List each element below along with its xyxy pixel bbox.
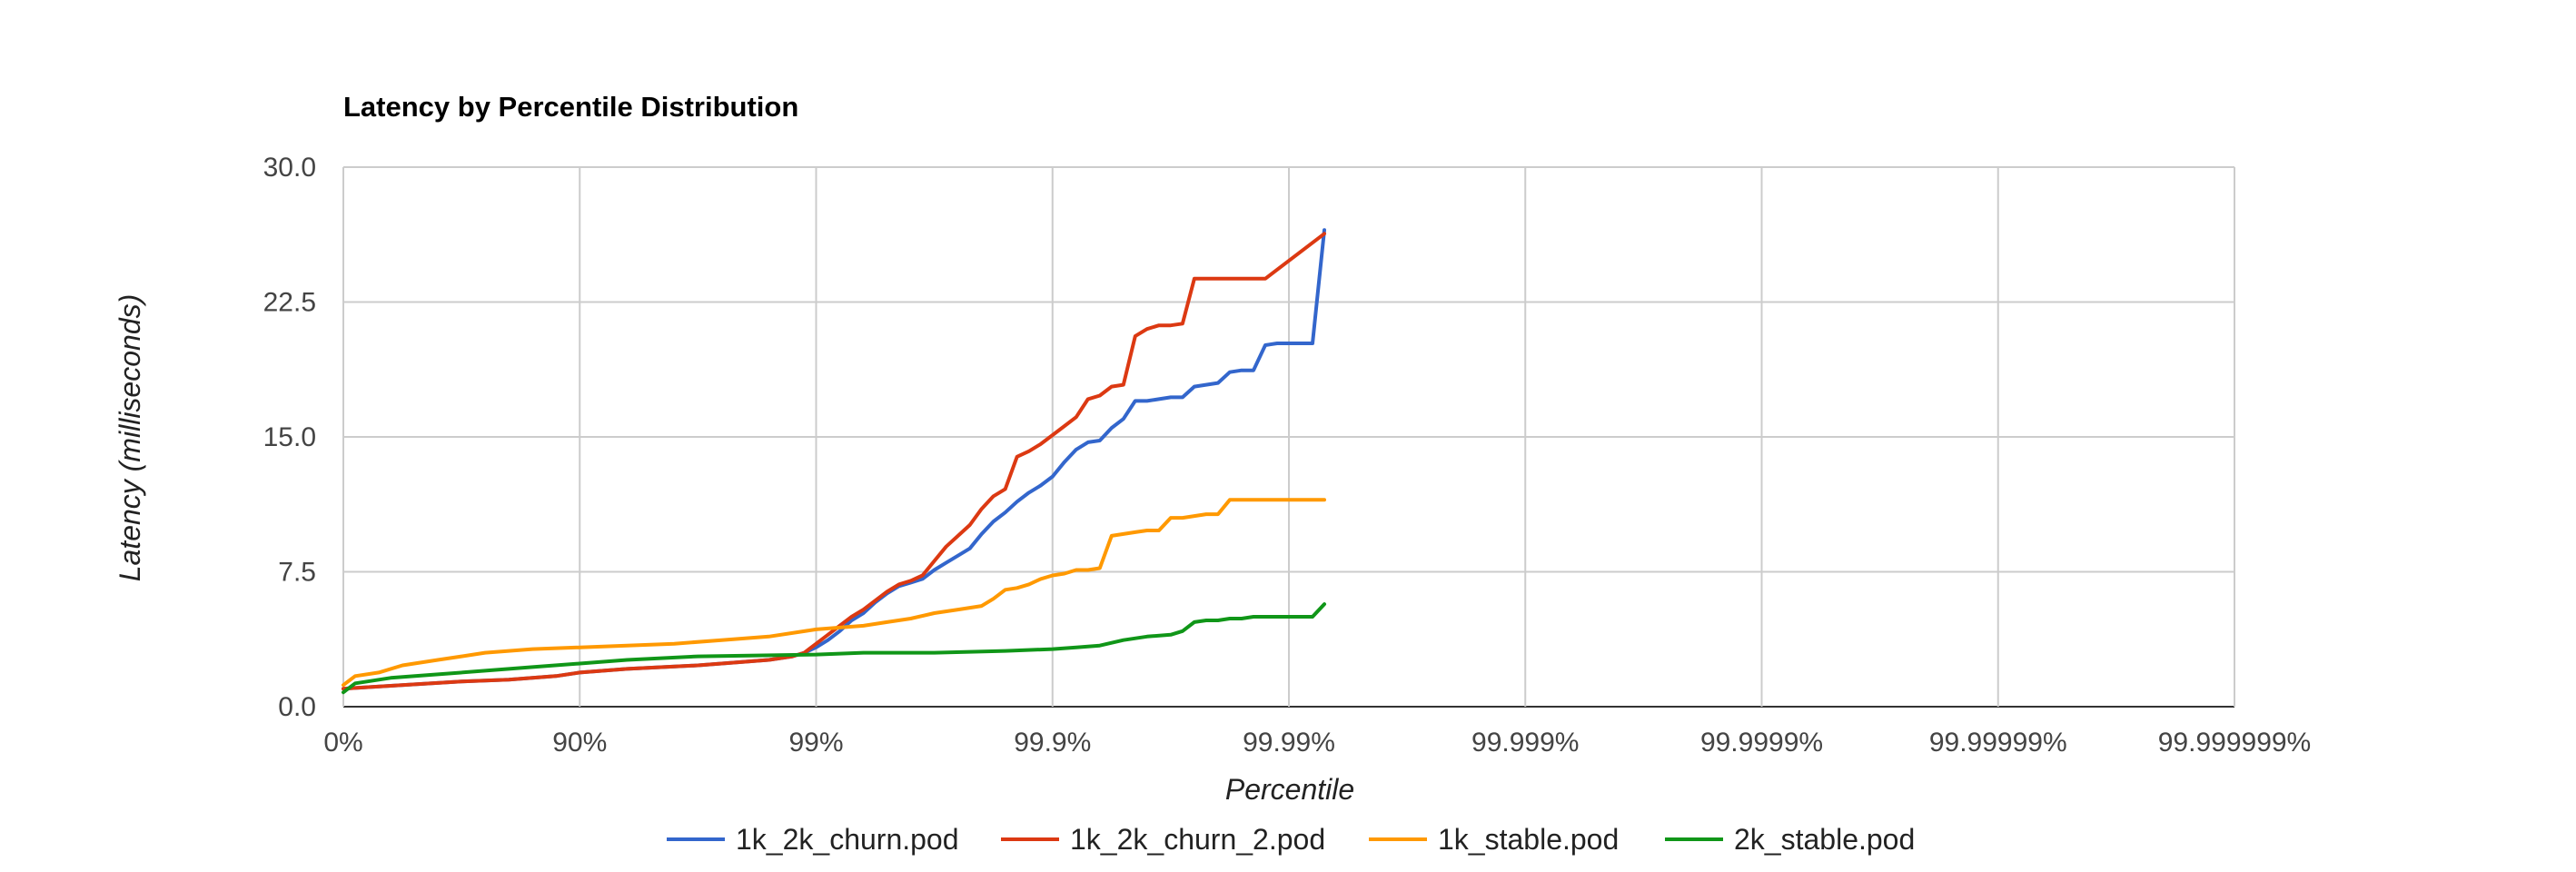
x-tick-label: 0% <box>323 728 362 758</box>
series-line-3 <box>342 498 1326 688</box>
y-axis: 0.0 7.5 15.0 22.5 30.0 <box>263 153 316 722</box>
legend-label: 1k_2k_churn.pod <box>736 823 959 856</box>
series-lines <box>342 228 1326 695</box>
chart-title: Latency by Percentile Distribution <box>343 91 798 123</box>
legend-label: 1k_2k_churn_2.pod <box>1070 823 1325 856</box>
y-tick-label: 15.0 <box>263 422 316 452</box>
y-tick-label: 0.0 <box>278 692 316 722</box>
legend-label: 1k_stable.pod <box>1438 823 1619 856</box>
legend: 1k_2k_churn.pod 1k_2k_churn_2.pod 1k_stabl… <box>667 823 1915 856</box>
x-tick-label: 99.999999% <box>2158 728 2312 758</box>
y-tick-label: 30.0 <box>263 153 316 183</box>
x-tick-label: 99.9% <box>1014 728 1091 758</box>
x-tick-label: 90% <box>552 728 607 758</box>
series-line-2 <box>342 232 1326 691</box>
grid <box>342 166 2235 708</box>
series-line-1 <box>342 228 1326 691</box>
series-line-4 <box>342 602 1326 695</box>
legend-label: 2k_stable.pod <box>1734 823 1915 856</box>
x-tick-label: 99.9999% <box>1700 728 1823 758</box>
x-tick-label: 99.99% <box>1243 728 1335 758</box>
x-tick-label: 99.999% <box>1471 728 1579 758</box>
x-axis: 0% 90% 99% 99.9% 99.99% 99.999% 99.9999% 99.999… <box>323 728 2311 758</box>
x-tick-label: 99.99999% <box>1929 728 2067 758</box>
x-tick-label: 99% <box>788 728 843 758</box>
y-tick-label: 22.5 <box>263 288 316 318</box>
y-tick-label: 7.5 <box>278 558 316 588</box>
y-axis-label: Latency (milliseconds) <box>114 294 146 582</box>
x-axis-label: Percentile <box>1225 773 1354 806</box>
